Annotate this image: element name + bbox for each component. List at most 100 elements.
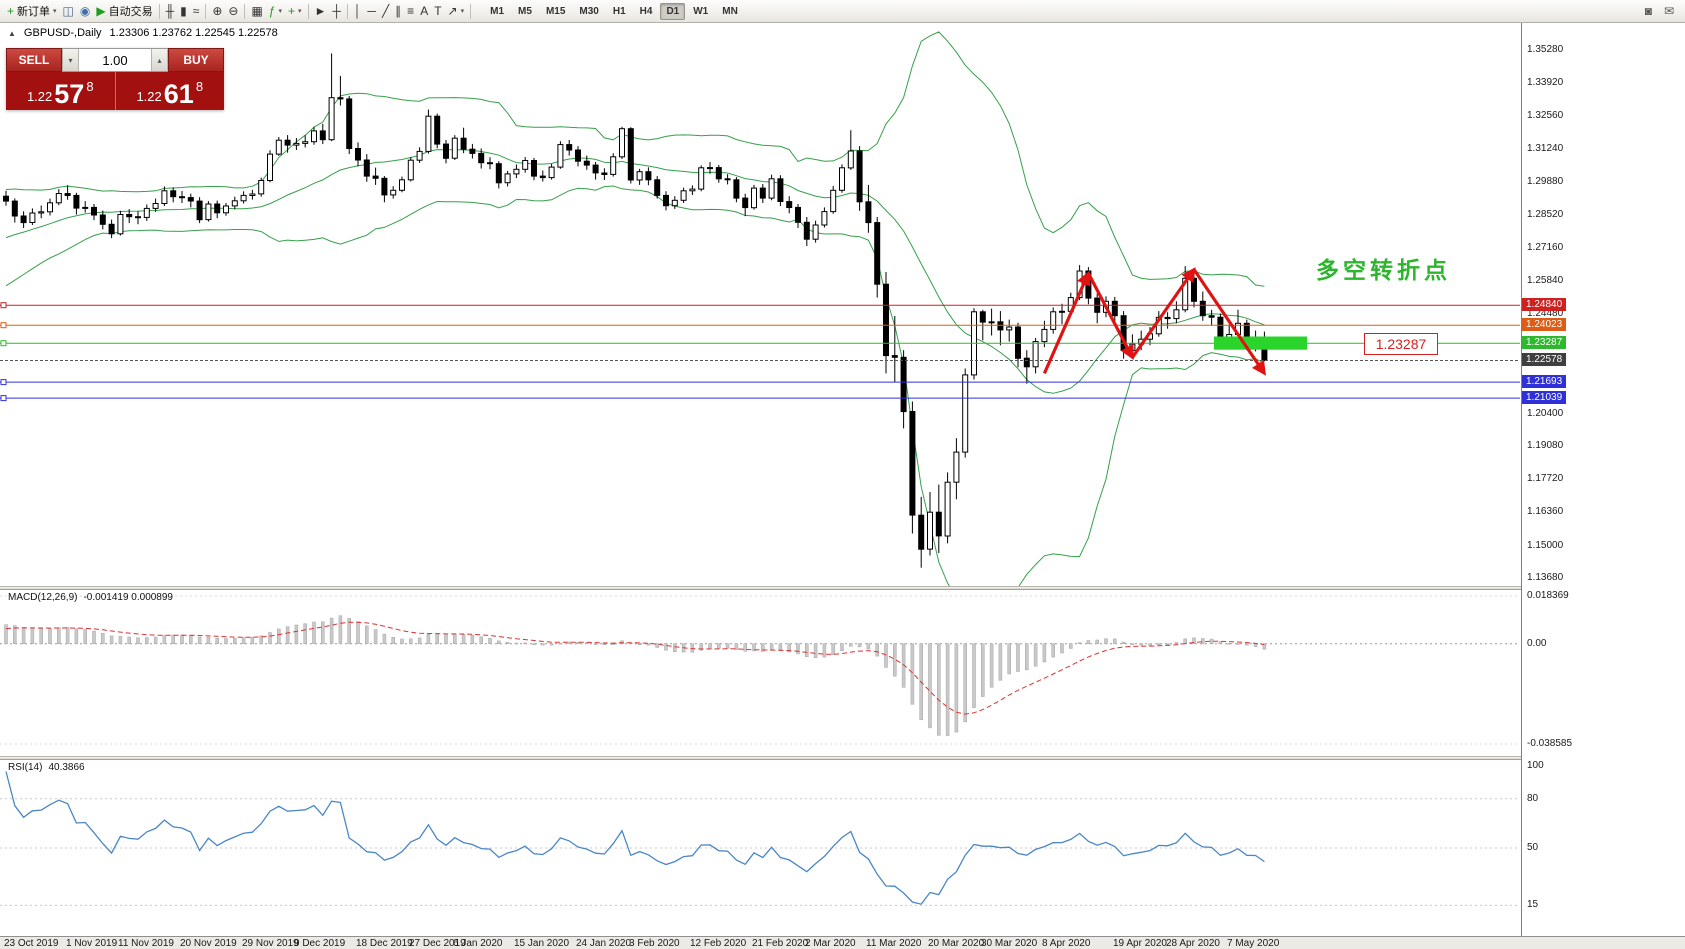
date-tick-label: 20 Mar 2020 (928, 938, 985, 949)
indicators-button[interactable]: ƒ ▾ (266, 2, 285, 21)
rsi-axis-tick: 80 (1527, 793, 1539, 804)
date-tick-label: 20 Nov 2019 (180, 938, 237, 949)
toolbar-separator (470, 3, 472, 19)
date-tick-label: 29 Nov 2019 (242, 938, 299, 949)
trendline-icon[interactable]: ╱ (379, 2, 392, 21)
annotation-price-tag[interactable]: 1.23287 (1364, 333, 1438, 355)
chart-window-icon: ◫ (62, 4, 74, 18)
macd-indicator-label: MACD(12,26,9) -0.001419 0.000899 (8, 592, 173, 603)
arrows-tool-button[interactable]: ↗ ▾ (445, 2, 468, 21)
auto-trading-button-label: 自动交易 (108, 6, 153, 18)
tile-windows-icon[interactable]: ▦ (248, 2, 265, 21)
buy-button[interactable]: BUY (168, 48, 224, 72)
macd-panel[interactable] (0, 590, 1520, 756)
price-tick: 1.27160 (1527, 242, 1564, 254)
price-tick: 1.20400 (1527, 407, 1564, 419)
candlestick-chart-icon[interactable]: ▮ (177, 2, 190, 21)
rsi-axis-tick: 100 (1527, 760, 1544, 771)
date-tick-label: 23 Oct 2019 (4, 938, 59, 949)
rsi-panel[interactable] (0, 760, 1520, 936)
price-tick: 1.33920 (1527, 77, 1564, 89)
zigzag-annotation-segment[interactable] (1042, 270, 1091, 375)
profiles-icon: ◉ (79, 4, 91, 18)
chart-title-overlay: ▲ GBPUSD-,Daily 1.23306 1.23762 1.22545 … (8, 27, 278, 39)
buy-price-sup: 8 (195, 79, 204, 94)
volume-decrease-icon[interactable]: ▾ (62, 49, 79, 71)
date-tick-label: 1 Nov 2019 (66, 938, 118, 949)
rsi-indicator-label: RSI(14) 40.3866 (8, 762, 85, 773)
date-tick-label: 6 Jan 2020 (453, 938, 503, 949)
timeframe-m30[interactable]: M30 (579, 5, 599, 17)
timeframe-m15[interactable]: M15 (545, 5, 566, 17)
sell-price-big: 57 (54, 78, 85, 109)
chart-window-icon[interactable]: ◫ (60, 2, 77, 21)
price-level-label: 1.24840 (1522, 298, 1567, 312)
add-object-button[interactable]: + ▾ (285, 2, 305, 21)
date-tick-label: 11 Nov 2019 (118, 938, 174, 949)
toolbar-separator (346, 3, 348, 19)
community-icon[interactable]: ✉ (1661, 2, 1677, 21)
one-click-trading-panel: SELL ▾ 1.00 ▴ BUY 1.22 57 8 1.22 61 8 (6, 48, 224, 110)
auto-trading-button[interactable]: ▶ 自动交易 (93, 2, 155, 21)
line-chart-icon[interactable]: ≈ (190, 2, 203, 21)
fibonacci-icon[interactable]: ≡ (404, 2, 417, 21)
date-tick-label: 24 Jan 2020 (576, 938, 632, 949)
caret-down-icon: ▾ (278, 8, 282, 15)
zigzag-annotation-segment[interactable] (1192, 268, 1267, 376)
cursor-icon: ► (314, 4, 327, 18)
volume-value[interactable]: 1.00 (102, 52, 128, 68)
sell-button[interactable]: SELL (6, 48, 62, 72)
zigzag-annotation-segment[interactable] (1086, 272, 1134, 361)
price-level-label: 1.21693 (1522, 375, 1567, 389)
rsi-axis-tick: 50 (1527, 842, 1539, 853)
timeframe-mn[interactable]: MN (722, 5, 738, 17)
vertical-line-icon[interactable]: │ (351, 2, 365, 21)
horizontal-line-icon[interactable]: ─ (364, 2, 379, 21)
buy-price-small: 1.22 (136, 89, 162, 104)
time-axis: 23 Oct 2019 1 Nov 2019 11 Nov 2019 20 Nov 2… (0, 936, 1685, 949)
timeframe-h4[interactable]: H4 (639, 5, 653, 17)
zigzag-annotation-segment[interactable] (1131, 267, 1196, 359)
price-tick: 1.19080 (1527, 440, 1564, 451)
price-tick: 1.28520 (1527, 209, 1564, 221)
bars-chart-icon[interactable]: ╫ (163, 2, 178, 21)
add-object-icon: + (287, 4, 295, 18)
sell-price[interactable]: 1.22 57 8 (6, 72, 115, 110)
date-tick-label: 18 Dec 2019 (356, 938, 413, 949)
timeframe-h1[interactable]: H1 (612, 5, 626, 17)
zoom-out-icon[interactable]: ⊖ (225, 2, 241, 21)
macd-values: -0.001419 0.000899 (83, 592, 173, 603)
label-tool-icon[interactable]: T (431, 2, 444, 21)
zoom-in-icon[interactable]: ⊕ (209, 2, 225, 21)
caret-down-icon: ▾ (460, 8, 465, 15)
cursor-icon[interactable]: ► (312, 2, 330, 21)
date-tick-label: 7 May 2020 (1227, 938, 1280, 949)
new-order-button[interactable]: + 新订单 ▾ (4, 2, 60, 21)
profiles-icon[interactable]: ◉ (77, 2, 93, 21)
volume-increase-icon[interactable]: ▴ (151, 49, 168, 71)
panel-splitter[interactable] (0, 756, 1685, 760)
timeframe-w1[interactable]: W1 (693, 5, 709, 17)
main-price-chart[interactable] (0, 23, 1520, 586)
panel-splitter[interactable] (0, 586, 1685, 590)
price-tick: 1.13680 (1527, 572, 1564, 583)
timeframe-d1[interactable]: D1 (660, 2, 686, 20)
price-level-label: 1.21039 (1522, 391, 1567, 405)
fibonacci-icon: ≡ (407, 4, 415, 18)
indicators-icon: ƒ (268, 4, 276, 18)
date-tick-label: 30 Mar 2020 (981, 938, 1038, 949)
timeframe-m5[interactable]: M5 (518, 5, 532, 17)
channel-icon[interactable]: ∥ (392, 2, 404, 21)
buy-price[interactable]: 1.22 61 8 (114, 72, 224, 110)
text-tool-icon[interactable]: A (417, 2, 431, 21)
support-zone-rect[interactable] (1214, 336, 1307, 350)
timeframe-m1[interactable]: M1 (490, 5, 505, 17)
snapshot-icon[interactable]: ◙ (1642, 2, 1655, 21)
toolbar-separator (307, 3, 309, 19)
bollinger-middle-band (5, 149, 1265, 394)
text-tool-icon: A (420, 4, 429, 18)
crosshair-icon[interactable]: ┼ (329, 2, 344, 21)
volume-input[interactable]: ▾ 1.00 ▴ (62, 48, 168, 72)
price-tick: 1.24480 (1527, 308, 1564, 319)
